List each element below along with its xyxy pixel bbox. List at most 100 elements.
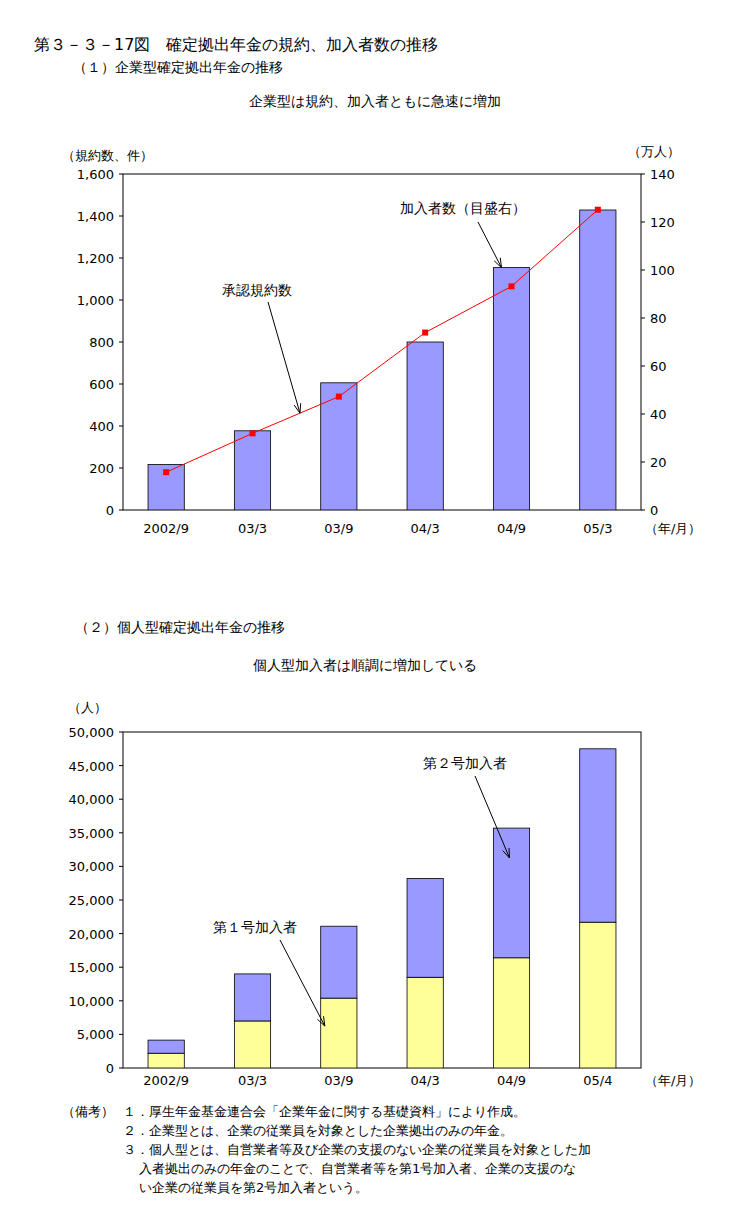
plot-area xyxy=(148,207,616,510)
plot-frame xyxy=(123,732,641,1068)
plot-area xyxy=(148,749,616,1068)
tick-label: 35,000 xyxy=(69,826,115,841)
arrow-head xyxy=(294,403,301,413)
category-label: 03/3 xyxy=(238,1073,267,1088)
tick-mark xyxy=(119,1034,123,1035)
category-label: 2002/9 xyxy=(143,1073,189,1088)
tick-label: 25,000 xyxy=(69,893,115,908)
tick-label: 60 xyxy=(650,359,667,374)
bar xyxy=(234,974,270,1021)
tick-label: 1,200 xyxy=(77,251,114,266)
tick-mark xyxy=(119,342,123,343)
tick-label: 200 xyxy=(89,461,114,476)
tick-label: 40 xyxy=(650,407,667,422)
tick-mark xyxy=(641,510,645,511)
notes-label: （備考） xyxy=(62,1104,114,1119)
tick-mark xyxy=(119,174,123,175)
tick-mark xyxy=(119,933,123,934)
tick-mark xyxy=(119,967,123,968)
arrow-head xyxy=(317,1016,324,1026)
tick-label: 1,400 xyxy=(77,209,114,224)
bar xyxy=(321,998,357,1068)
tick-mark xyxy=(119,384,123,385)
category-label: 04/3 xyxy=(411,521,440,536)
tick-label: 400 xyxy=(89,419,114,434)
tick-mark xyxy=(119,1068,123,1069)
annotation: 第２号加入者 xyxy=(423,755,507,771)
tick-label: 0 xyxy=(106,1061,114,1076)
annotation: 加入者数（目盛右） xyxy=(400,200,526,216)
tick-mark xyxy=(119,832,123,833)
tick-label: 20 xyxy=(650,455,667,470)
tick-label: 50,000 xyxy=(69,725,115,740)
plot-frame xyxy=(123,174,641,510)
tick-label: 40,000 xyxy=(69,792,115,807)
tick-mark xyxy=(119,216,123,217)
note-line: ３．個人型とは、自営業者等及び企業の支援のない企業の従業員を対象とした加 xyxy=(123,1142,591,1157)
note-line: 入者拠出のみの年金のことで、自営業者等を第1号加入者、企業の支援のな xyxy=(139,1161,576,1176)
bar xyxy=(148,1040,184,1053)
category-label: 2002/9 xyxy=(143,521,189,536)
tick-mark xyxy=(119,300,123,301)
tick-label: 140 xyxy=(650,167,675,182)
tick-mark xyxy=(641,414,645,415)
tick-label: 0 xyxy=(650,503,658,518)
chart: （１）企業型確定拠出年金の推移企業型は規約、加入者ともに急速に増加0200400… xyxy=(62,59,701,536)
annotation-arrow xyxy=(280,940,325,1026)
marker xyxy=(422,330,428,336)
tick-mark xyxy=(641,270,645,271)
tick-mark xyxy=(119,900,123,901)
tick-mark xyxy=(641,366,645,367)
bar xyxy=(493,958,529,1068)
chart-subtitle: 企業型は規約、加入者ともに急速に増加 xyxy=(249,93,501,109)
chart-title: （１）企業型確定拠出年金の推移 xyxy=(73,59,283,75)
category-label: 04/9 xyxy=(497,1073,526,1088)
tick-label: 120 xyxy=(650,215,675,230)
note-line: １．厚生年金基金連合会「企業年金に関する基礎資料」により作成。 xyxy=(123,1104,526,1119)
tick-mark xyxy=(119,799,123,800)
tick-label: 10,000 xyxy=(69,994,115,1009)
category-label: 04/9 xyxy=(497,521,526,536)
line xyxy=(166,210,598,473)
category-label: 03/9 xyxy=(324,1073,353,1088)
tick-label: 80 xyxy=(650,311,667,326)
tick-label: 0 xyxy=(106,503,114,518)
tick-label: 20,000 xyxy=(69,927,115,942)
tick-mark xyxy=(119,468,123,469)
tick-label: 15,000 xyxy=(69,960,115,975)
tick-mark xyxy=(119,258,123,259)
tick-label: 1,600 xyxy=(77,167,114,182)
bar xyxy=(407,977,443,1068)
chart: （２）個人型確定拠出年金の推移個人型加入者は順調に増加している05,00010,… xyxy=(68,619,701,1088)
note-line: い企業の従業員を第2号加入者という。 xyxy=(139,1180,368,1195)
bar xyxy=(148,464,184,510)
tick-mark xyxy=(641,462,645,463)
figure-title: 第３－３－17図 確定拠出年金の規約、加入者数の推移 xyxy=(34,35,438,54)
bar xyxy=(234,431,270,510)
tick-mark xyxy=(641,174,645,175)
bar xyxy=(407,342,443,510)
bar xyxy=(321,926,357,998)
bar xyxy=(580,749,616,922)
annotation-arrow xyxy=(475,776,510,858)
marker xyxy=(250,430,256,436)
category-label: 04/3 xyxy=(411,1073,440,1088)
bar xyxy=(580,210,616,510)
axis-title: （万人） xyxy=(628,144,680,159)
note-line: ２．企業型とは、企業の従業員を対象とした企業拠出のみの年金。 xyxy=(123,1123,513,1138)
category-label: 03/9 xyxy=(324,521,353,536)
page: 第３－３－17図 確定拠出年金の規約、加入者数の推移 （備考） １．厚生年金基金連合… xyxy=(0,0,734,1224)
tick-mark xyxy=(119,1000,123,1001)
marker xyxy=(336,394,342,400)
tick-mark xyxy=(119,866,123,867)
arrow-head xyxy=(494,258,501,268)
tick-mark xyxy=(641,222,645,223)
annotation-arrow xyxy=(478,222,502,268)
axis-title: （年/月） xyxy=(645,1073,701,1088)
marker xyxy=(595,207,601,213)
tick-mark xyxy=(119,732,123,733)
tick-mark xyxy=(119,510,123,511)
tick-mark xyxy=(119,426,123,427)
category-label: 03/3 xyxy=(238,521,267,536)
annotation: 承認規約数 xyxy=(222,282,292,298)
